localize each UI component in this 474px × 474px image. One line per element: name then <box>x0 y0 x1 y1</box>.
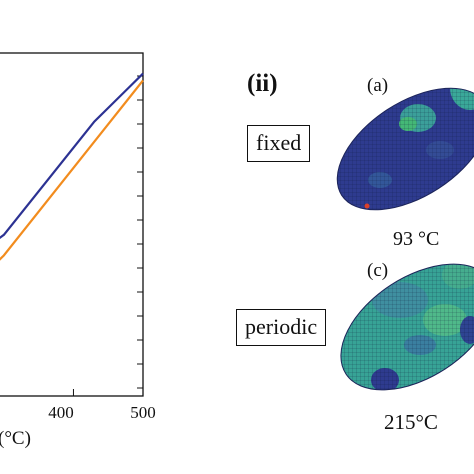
line-plot: 400 500 (°C) <box>0 52 156 449</box>
y-tick-marks <box>137 75 143 389</box>
series-layer <box>0 72 144 261</box>
x-tick-label-500: 500 <box>130 403 156 422</box>
x-axis-label: (°C) <box>0 428 31 449</box>
subpanel-a-label: (a) <box>367 75 388 96</box>
subpanel-c-label: (c) <box>367 260 388 281</box>
panel-ii: (ii) (a) (c) 93 °C 215°C <box>247 63 474 434</box>
x-tick-marks <box>72 389 144 396</box>
temperature-a: 93 °C <box>393 228 439 250</box>
panel-ii-label: (ii) <box>247 70 278 97</box>
series-line-1 <box>0 79 144 261</box>
boundary-label-periodic: periodic <box>236 309 327 346</box>
series-line-0 <box>0 72 144 240</box>
temperature-c: 215°C <box>384 410 438 434</box>
x-tick-label-400: 400 <box>48 403 74 422</box>
boundary-label-fixed: fixed <box>247 125 311 162</box>
plot-frame <box>0 52 144 397</box>
